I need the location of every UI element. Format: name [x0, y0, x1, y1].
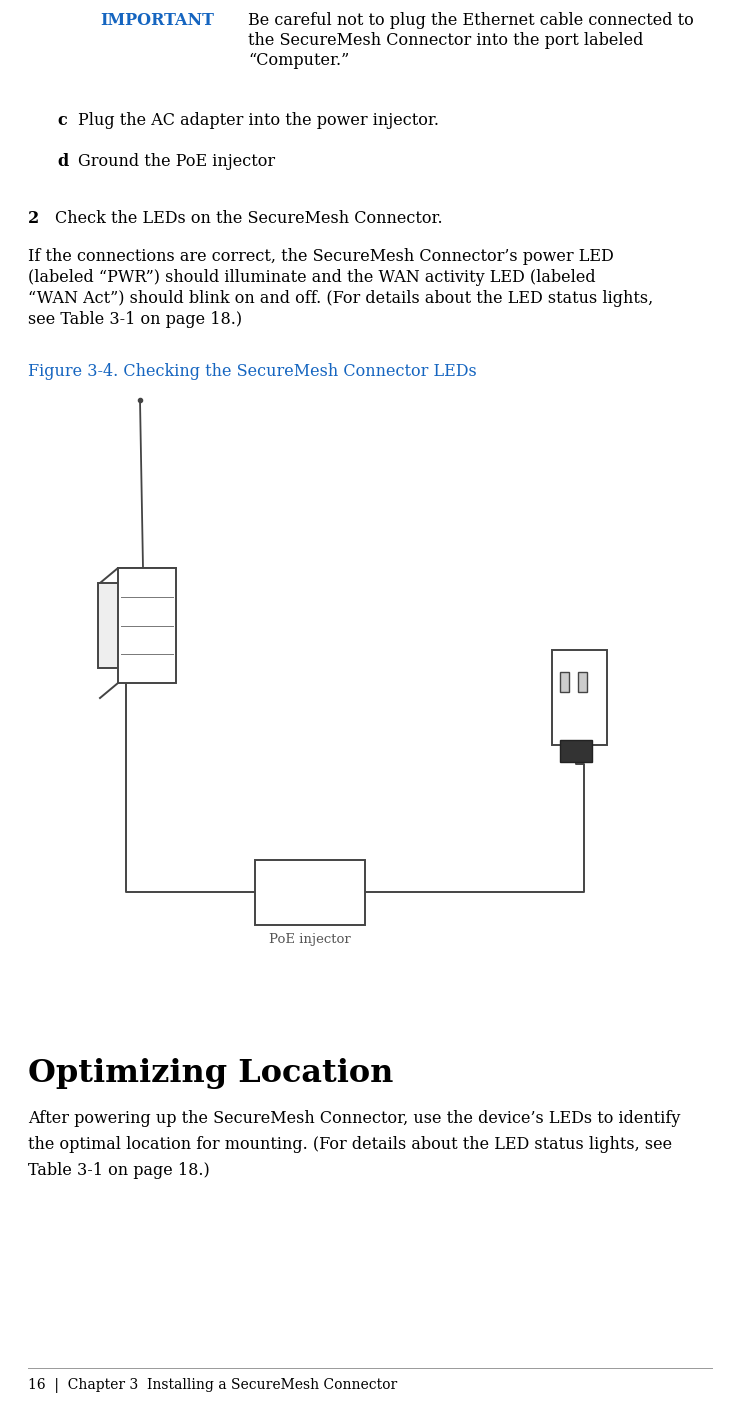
Text: Check the LEDs on the SecureMesh Connector.: Check the LEDs on the SecureMesh Connect…: [55, 210, 443, 227]
Bar: [98, 583, 120, 668]
Bar: [552, 650, 607, 745]
Text: c: c: [57, 111, 67, 130]
Text: Figure 3-4. Checking the SecureMesh Connector LEDs: Figure 3-4. Checking the SecureMesh Conn…: [28, 364, 477, 380]
Text: 16  |  Chapter 3  Installing a SecureMesh Connector: 16 | Chapter 3 Installing a SecureMesh C…: [28, 1378, 397, 1394]
Text: “WAN Act”) should blink on and off. (For details about the LED status lights,: “WAN Act”) should blink on and off. (For…: [28, 290, 653, 307]
Text: Be careful not to plug the Ethernet cable connected to: Be careful not to plug the Ethernet cabl…: [248, 13, 694, 30]
Text: (labeled “PWR”) should illuminate and the WAN activity LED (labeled: (labeled “PWR”) should illuminate and th…: [28, 269, 596, 286]
Text: Ground the PoE injector: Ground the PoE injector: [78, 154, 275, 170]
Text: see Table 3-1 on page 18.): see Table 3-1 on page 18.): [28, 311, 242, 328]
Text: PoE injector: PoE injector: [269, 933, 351, 945]
Text: the optimal location for mounting. (For details about the LED status lights, see: the optimal location for mounting. (For …: [28, 1136, 672, 1153]
Text: Optimizing Location: Optimizing Location: [28, 1058, 394, 1089]
Text: If the connections are correct, the SecureMesh Connector’s power LED: If the connections are correct, the Secu…: [28, 248, 613, 265]
Bar: [560, 672, 569, 692]
Text: 2: 2: [28, 210, 39, 227]
Bar: [118, 568, 176, 683]
Bar: [578, 672, 587, 692]
Text: Plug the AC adapter into the power injector.: Plug the AC adapter into the power injec…: [78, 111, 439, 130]
Text: the SecureMesh Connector into the port labeled: the SecureMesh Connector into the port l…: [248, 32, 643, 49]
Bar: [255, 859, 365, 924]
Text: Table 3-1 on page 18.): Table 3-1 on page 18.): [28, 1162, 209, 1179]
Text: “Computer.”: “Computer.”: [248, 52, 349, 69]
Text: IMPORTANT: IMPORTANT: [100, 13, 214, 30]
Text: d: d: [57, 154, 68, 170]
Bar: [560, 740, 592, 762]
Text: After powering up the SecureMesh Connector, use the device’s LEDs to identify: After powering up the SecureMesh Connect…: [28, 1110, 680, 1127]
